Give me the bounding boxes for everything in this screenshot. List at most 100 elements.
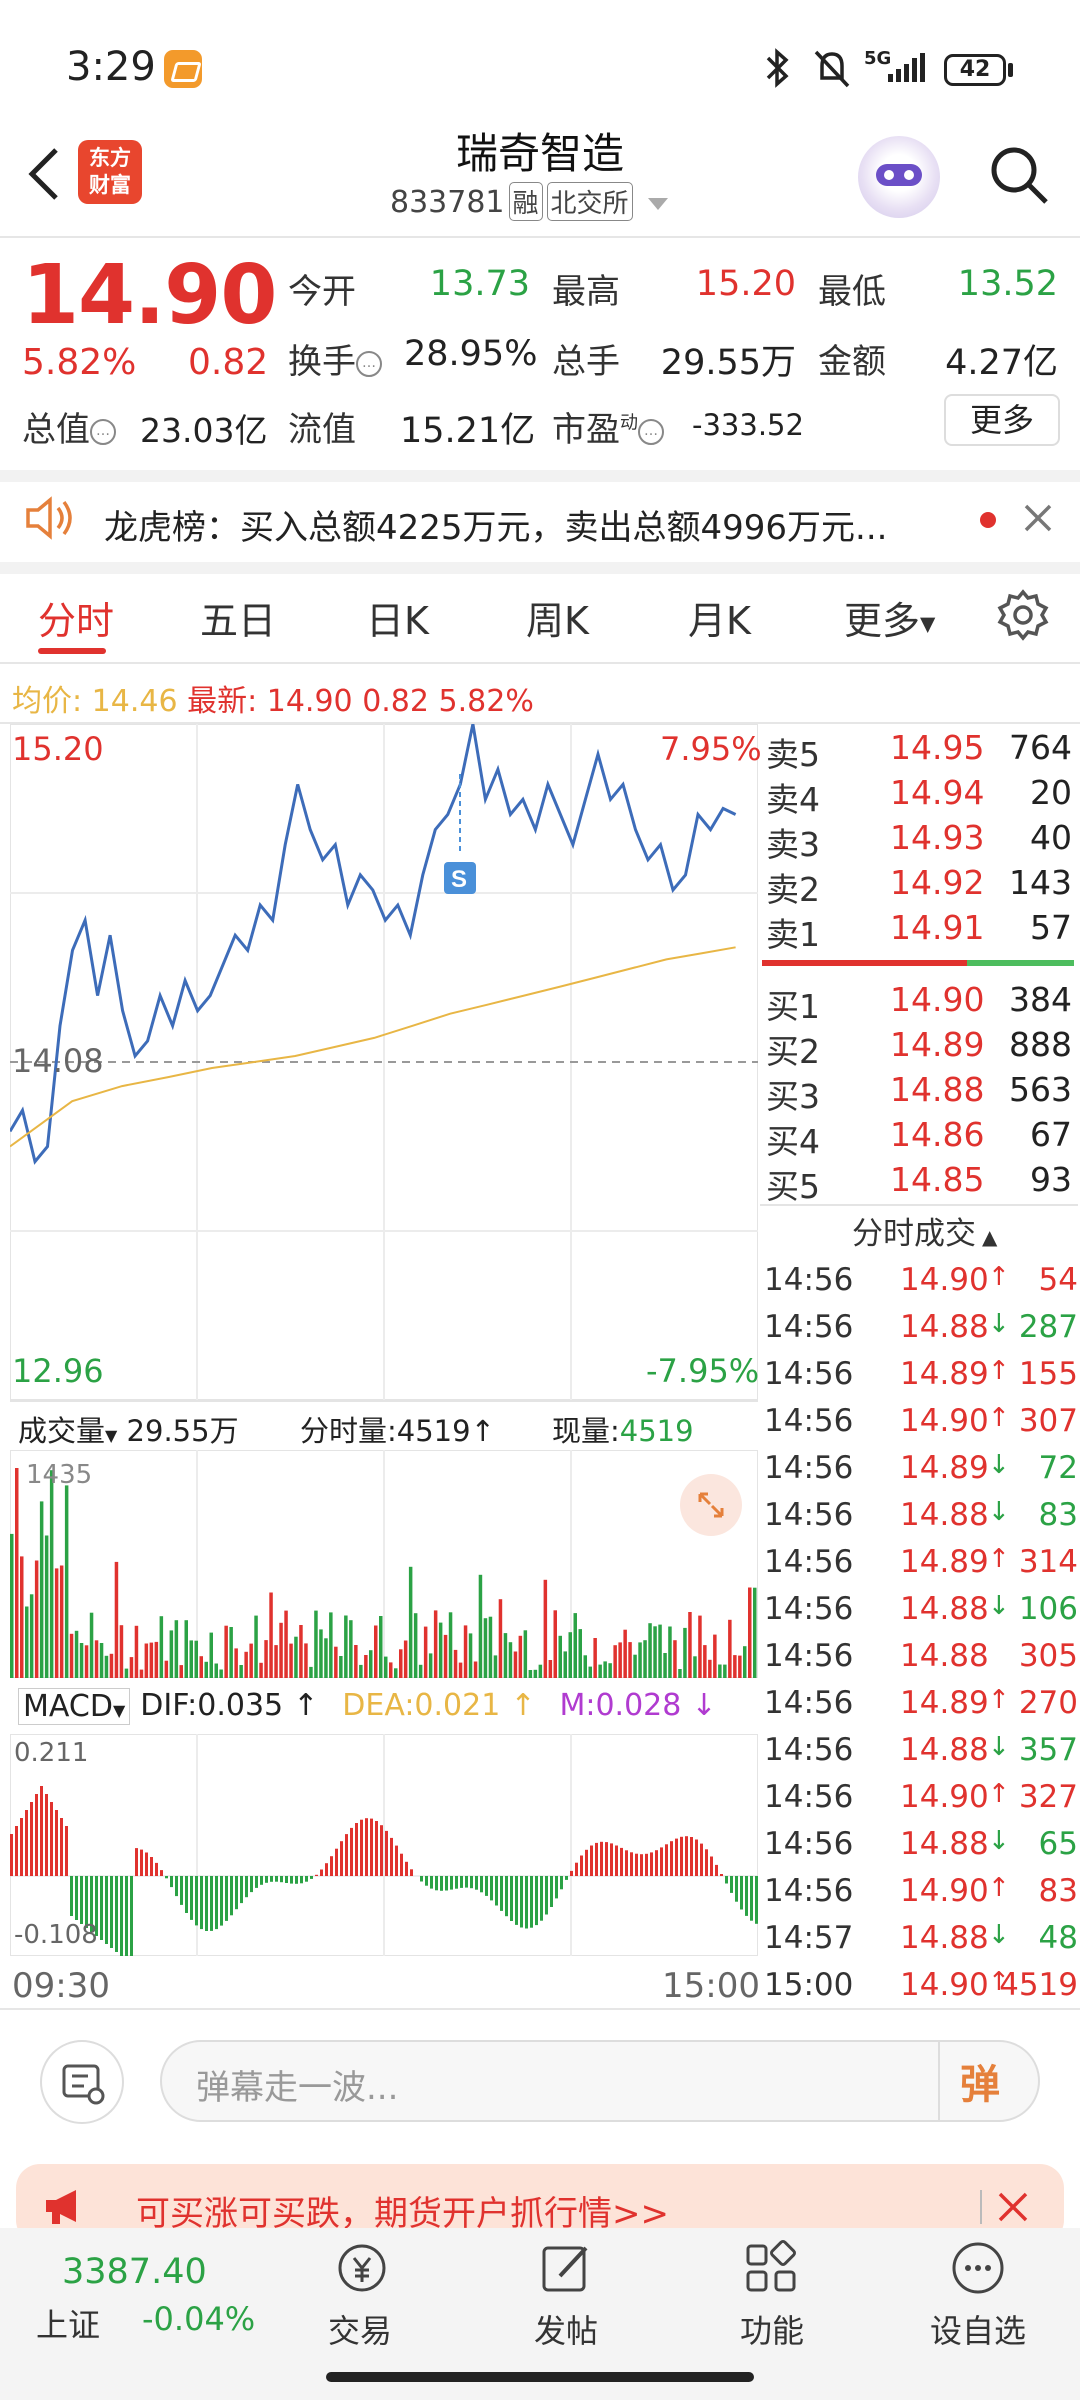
tick-price: 14.90 [900,1779,989,1815]
volume-bar [379,1616,383,1678]
float-label: 流值 [288,410,356,450]
back-arrow-icon[interactable] [24,144,64,204]
info-icon[interactable]: … [638,418,664,445]
macd-selector[interactable]: MACD▼ [18,1688,131,1725]
order-book-row[interactable]: 买4 14.86 67 [760,1115,1078,1161]
macd-bar [350,1827,353,1876]
volume-bar [124,1668,129,1678]
macd-bar [430,1876,433,1889]
tick-price: 14.88 [900,1826,989,1862]
info-icon[interactable]: … [356,350,382,377]
macd-bar [495,1876,498,1906]
news-banner-text[interactable]: 龙虎榜：买入总额4225万元，卖出总额4996万元... [104,508,888,548]
macd-chart[interactable] [10,1734,758,1956]
volume-bar-chart[interactable] [10,1450,758,1678]
index-value[interactable]: 3387.40 [62,2252,207,2292]
danmaku-send-button[interactable]: 弹 [960,2062,1000,2108]
volume-bar [319,1629,323,1678]
macd-bar [220,1876,223,1926]
order-volume: 20 [1030,773,1072,812]
volume-bar [663,1653,667,1678]
settings-gear-icon[interactable] [996,588,1050,642]
macd-bar [545,1876,548,1915]
pct-axis-max: 7.95% [660,730,762,768]
order-book-row[interactable]: 卖3 14.93 40 [760,818,1078,864]
volume-bar [25,1606,29,1678]
tab-daily-k[interactable]: 日K [366,599,429,643]
nav-functions[interactable]: 功能 [739,2312,804,2350]
tick-price: 14.88 [900,1920,989,1956]
ticks-title[interactable]: 分时成交 ▲ [852,1208,997,1253]
macd-bar [445,1876,448,1891]
section-gap [0,562,1080,574]
change-amount: 0.82 [188,342,269,383]
tab-five-day[interactable]: 五日 [200,599,277,643]
order-book-row[interactable]: 买2 14.89 888 [760,1025,1078,1071]
arrow-down-icon: ↓ [691,1688,717,1723]
macd-bar [105,1876,108,1944]
more-button[interactable]: 更多 [944,394,1060,446]
tab-monthly-k[interactable]: 月K [688,599,751,643]
order-book-row[interactable]: 卖5 14.95 764 [760,728,1078,774]
volume-bar [698,1615,702,1678]
volume-bar [673,1640,677,1678]
sell-marker-icon[interactable] [444,862,476,894]
stock-code-row[interactable]: 833781 融北交所 [390,182,669,221]
macd-bar [695,1839,698,1876]
order-book-row[interactable]: 买1 14.90 384 [760,980,1078,1026]
volume-bar [553,1610,557,1678]
macd-bar [80,1876,83,1924]
volume-bar [643,1640,647,1678]
danmaku-list-icon[interactable] [40,2040,124,2124]
order-book-row[interactable]: 卖2 14.92 143 [760,863,1078,909]
order-level-label: 卖2 [766,870,820,909]
volume-bar [254,1615,258,1678]
caret-down-icon: ▼ [112,1701,126,1720]
pe-value: -333.52 [692,408,804,442]
trade-yen-icon[interactable] [330,2238,394,2298]
macd-bar [190,1876,193,1920]
order-book-row[interactable]: 卖4 14.94 20 [760,773,1078,819]
volume-bar [249,1643,253,1678]
tab-intraday[interactable]: 分时 [38,599,115,643]
order-book-row[interactable]: 买5 14.85 93 [760,1160,1078,1206]
danmaku-input[interactable] [160,2040,1040,2122]
order-level-label: 买1 [766,987,820,1026]
functions-grid-icon[interactable] [742,2238,802,2298]
nav-watchlist[interactable]: 设自选 [929,2312,1026,2350]
close-icon[interactable] [996,2190,1030,2224]
macd-bar [295,1876,298,1884]
volume-bar [753,1587,757,1678]
search-icon[interactable] [986,142,1050,206]
expand-icon[interactable] [680,1474,742,1536]
macd-bar [635,1853,638,1876]
network-type: 5G [864,48,892,69]
intraday-price-chart[interactable]: S [10,724,758,1400]
nav-post[interactable]: 发帖 [533,2312,598,2350]
order-book-row[interactable]: 卖1 14.91 57 [760,908,1078,954]
order-price: 14.88 [890,1070,985,1109]
macd-bar [120,1876,123,1956]
close-icon[interactable] [1022,502,1054,534]
tab-more[interactable]: 更多▼ [844,590,935,645]
macd-bar [665,1844,668,1876]
volume-bar [488,1616,493,1678]
info-icon[interactable]: … [90,418,116,445]
tick-time: 14:56 [764,1262,854,1298]
volume-value: 29.55万 [660,343,796,383]
robot-avatar-icon[interactable] [858,136,940,218]
volume-selector[interactable]: 成交量▼ 29.55万 [18,1408,239,1450]
volume-bar [269,1592,273,1678]
tick-volume: 65 [1038,1826,1078,1862]
add-watchlist-icon[interactable] [948,2238,1008,2298]
order-book-row[interactable]: 买3 14.88 563 [760,1070,1078,1116]
nav-trade[interactable]: 交易 [327,2312,392,2350]
app-logo[interactable]: 东方 财富 [78,140,142,204]
volume-bar [159,1616,164,1678]
macd-bar [550,1876,553,1907]
volume-bar [214,1663,218,1678]
open-value: 13.73 [429,264,530,304]
macd-bar [170,1876,173,1888]
tab-weekly-k[interactable]: 周K [526,599,589,643]
compose-post-icon[interactable] [536,2238,596,2298]
